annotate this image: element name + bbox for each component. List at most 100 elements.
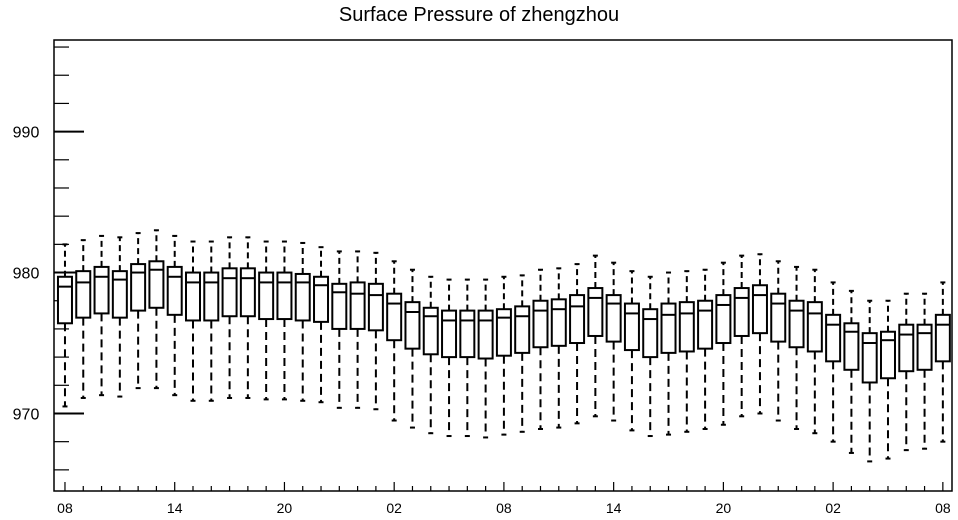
box-31 [623,270,640,432]
box-34 [678,270,695,433]
box-iqr [239,267,256,318]
box-iqr [879,330,896,380]
box-iqr [203,271,220,322]
box-iqr [258,271,275,321]
box-iqr [184,271,201,322]
box-iqr [56,275,73,325]
box-iqr [605,294,622,343]
box-25 [514,274,531,433]
box-iqr [825,313,842,363]
box-35 [697,268,714,430]
box-12 [276,240,293,401]
box-iqr [788,299,805,349]
box-iqr [130,263,147,312]
box-16 [349,250,366,409]
box-6 [166,234,183,397]
box-iqr [569,294,586,345]
x-tick-label: 08 [57,500,73,516]
box-iqr [697,299,714,350]
box-1 [75,239,92,399]
box-28 [569,263,586,425]
box-iqr [404,301,421,350]
box-26 [532,268,549,430]
box-iqr [93,265,110,315]
box-36 [715,261,732,426]
x-tick-label: 20 [716,500,732,516]
box-22 [459,278,476,438]
box-44 [861,299,878,463]
x-tick-label: 08 [496,500,512,516]
box-47 [916,292,933,450]
box-9 [221,236,238,399]
box-11 [258,240,275,401]
box-18 [386,260,403,422]
box-41 [806,268,823,435]
box-iqr [660,302,677,354]
x-tick-label: 14 [606,500,622,516]
box-4 [130,232,147,390]
box-iqr [386,292,403,342]
box-37 [733,254,750,418]
box-iqr [642,308,659,359]
box-7 [184,240,201,402]
box-33 [660,271,677,436]
y-tick-label: 970 [13,406,40,423]
box-3 [111,236,128,398]
box-14 [313,246,330,404]
y-tick-label: 980 [13,266,40,283]
x-tick-label: 02 [825,500,841,516]
box-iqr [916,323,933,371]
x-tick-label: 02 [386,500,402,516]
x-tick-label: 14 [167,500,183,516]
box-iqr [495,308,512,357]
box-iqr [148,260,165,309]
box-19 [404,268,421,429]
box-iqr [898,323,915,373]
box-45 [879,299,896,460]
box-iqr [422,306,439,356]
box-iqr [733,287,750,337]
x-tick-label: 20 [277,500,293,516]
box-23 [477,278,494,439]
box-iqr [166,265,183,316]
box-iqr [770,292,787,343]
x-tick-label: 08 [935,500,951,516]
box-iqr [294,272,311,322]
box-29 [587,254,604,418]
box-iqr [111,270,128,319]
box-10 [239,236,256,399]
box-iqr [276,271,293,321]
box-0 [56,243,73,408]
box-38 [751,253,768,415]
box-iqr [550,298,567,347]
box-20 [422,275,439,435]
box-iqr [313,275,330,323]
box-48 [934,281,951,443]
box-46 [898,292,915,452]
box-43 [843,289,860,454]
box-17 [367,251,384,411]
box-iqr [331,282,348,330]
box-iqr [459,309,476,359]
y-tick-label: 990 [13,125,40,142]
box-iqr [221,267,238,318]
box-2 [93,234,110,397]
box-iqr [861,332,878,384]
box-iqr [349,281,366,330]
box-iqr [477,309,494,360]
box-iqr [367,282,384,332]
box-iqr [715,294,732,345]
box-32 [642,275,659,438]
box-iqr [843,322,860,371]
box-27 [550,267,567,429]
chart-title: Surface Pressure of zhengzhou [338,4,620,26]
box-30 [605,261,622,422]
box-40 [788,265,805,430]
box-24 [495,275,512,436]
box-iqr [678,301,695,353]
box-iqr [514,305,531,354]
box-8 [203,240,220,402]
box-iqr [934,313,951,363]
